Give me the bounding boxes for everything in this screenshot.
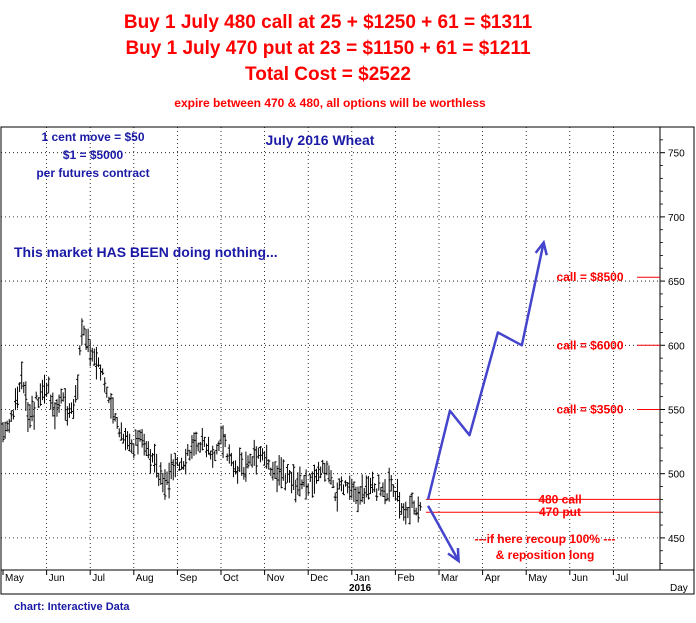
total-cost-line: Total Cost = $2522: [245, 64, 411, 85]
bullish-scenario-path: [426, 242, 545, 500]
x-tick-label: Jul: [615, 573, 628, 584]
level-label: call = $8500: [556, 270, 623, 284]
trade-line-put: Buy 1 July 470 put at 23 = $1150 + 61 = …: [125, 38, 531, 59]
x-axis-year-label: 2016: [349, 583, 372, 594]
level-label: 480 call: [538, 492, 581, 506]
up-arrowhead: [534, 239, 548, 256]
x-tick-label: Jun: [49, 573, 65, 584]
x-axis-ticks: May Jun Jul Aug Sep Oct Nov Dec Jan Feb Mar Apr May J…: [2, 570, 628, 584]
x-tick-label: Jul: [92, 573, 105, 584]
level-label: 470 put: [539, 505, 581, 519]
info-line-1: 1 cent move = $50: [41, 130, 144, 144]
x-tick-label: Dec: [310, 573, 328, 584]
x-tick-label: Aug: [136, 573, 154, 584]
source-credit: chart: Interactive Data: [14, 601, 130, 613]
x-axis-frame: [0, 569, 695, 595]
annotation-line-1: ---if here recoup 100% ---: [475, 532, 616, 546]
commentary: This market HAS BEEN doing nothing...: [14, 244, 278, 260]
bearish-scenario-path: [427, 505, 460, 562]
expiry-note: expire between 470 & 480, all options wi…: [174, 96, 486, 110]
y-tick-label: 750: [668, 149, 685, 160]
y-axis-ticks: 450 500 550 600 650 700 750: [660, 126, 685, 564]
level-label: call = $3500: [556, 402, 623, 416]
x-tick-label: Jan: [354, 573, 370, 584]
projection-arrows: [426, 239, 548, 564]
price-levels: call = $8500 call = $6000 call = $3500 480 …: [425, 270, 660, 519]
y-tick-label: 700: [668, 213, 685, 224]
x-tick-label: May: [528, 573, 547, 584]
x-tick-label: Jun: [572, 573, 588, 584]
chart-title: July 2016 Wheat: [266, 132, 375, 148]
x-tick-label: Oct: [223, 573, 239, 584]
level-label: call = $6000: [556, 338, 623, 352]
info-line-2: $1 = $5000: [63, 148, 124, 162]
x-tick-label: Mar: [441, 573, 459, 584]
x-axis-end-label: Day: [670, 583, 688, 594]
price-bars: [1, 318, 422, 525]
x-tick-label: Nov: [267, 573, 285, 584]
x-tick-label: Feb: [397, 573, 415, 584]
y-tick-label: 650: [668, 277, 685, 288]
y-tick-label: 600: [668, 341, 685, 352]
y-tick-label: 550: [668, 405, 685, 416]
trade-line-call: Buy 1 July 480 call at 25 + $1250 + 61 =…: [124, 12, 533, 33]
x-tick-label: Apr: [485, 573, 501, 584]
x-tick-label: Sep: [179, 573, 197, 584]
down-arrowhead: [447, 547, 461, 564]
info-line-3: per futures contract: [36, 166, 149, 180]
annotation-line-2: & reposition long: [496, 548, 595, 562]
y-tick-label: 450: [668, 534, 685, 545]
x-tick-label: May: [5, 573, 24, 584]
y-tick-label: 500: [668, 470, 685, 481]
